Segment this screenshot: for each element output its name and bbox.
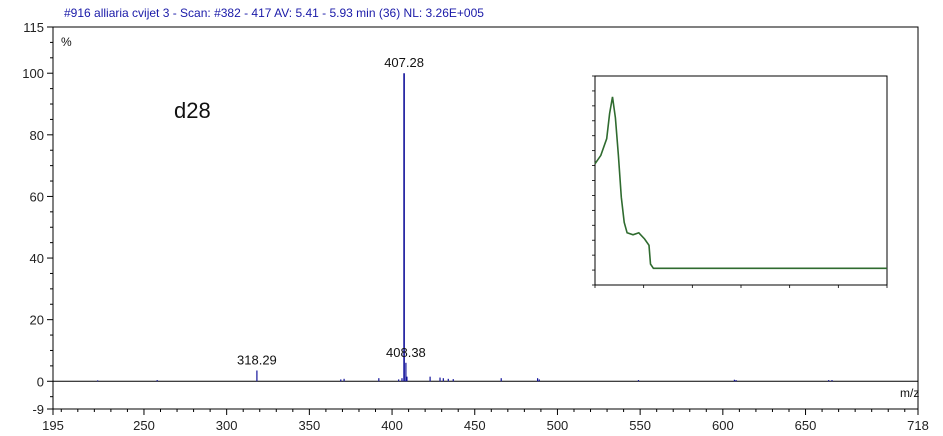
y-tick-label: 80 <box>30 128 44 143</box>
y-tick-label: 100 <box>22 66 44 81</box>
spectrum-header-title: #916 alliaria cvijet 3 - Scan: #382 - 41… <box>64 6 484 20</box>
x-tick-label: 400 <box>381 418 403 433</box>
inset-chart <box>592 75 888 288</box>
peak-label: 407.28 <box>384 55 424 70</box>
y-tick-label: 40 <box>30 251 44 266</box>
y-tick-label: 20 <box>30 313 44 328</box>
y-tick-label: -9 <box>32 402 44 417</box>
peak-labels: 318.29 407.28 408.38 <box>237 55 426 367</box>
inset-frame <box>594 75 888 286</box>
axis-ticks: -9 0 20 40 60 80 100 115 195 250 300 350 400 450 500 55… <box>22 20 929 433</box>
spectrum-peaks <box>97 73 833 382</box>
x-tick-label: 650 <box>795 418 817 433</box>
y-axis-unit-label: % <box>61 35 72 49</box>
x-axis-unit-label: m/z <box>900 386 919 400</box>
plot-border <box>52 26 919 410</box>
x-tick-label: 450 <box>464 418 486 433</box>
y-tick-label: 0 <box>37 374 44 389</box>
y-tick-label: 115 <box>23 20 44 35</box>
peak-label: 408.38 <box>386 345 426 360</box>
x-tick-label: 350 <box>299 418 321 433</box>
x-tick-label: 718 <box>907 418 929 433</box>
sample-id-label: d28 <box>174 98 211 123</box>
x-tick-label: 600 <box>712 418 734 433</box>
x-tick-label: 500 <box>547 418 569 433</box>
x-tick-label: 300 <box>216 418 238 433</box>
x-tick-label: 195 <box>42 418 64 433</box>
inset-trace <box>594 96 887 270</box>
x-tick-label: 250 <box>133 418 155 433</box>
peak-label: 318.29 <box>237 352 277 367</box>
x-tick-label: 550 <box>629 418 651 433</box>
plot-frame <box>52 26 919 410</box>
y-tick-label: 60 <box>30 189 44 204</box>
